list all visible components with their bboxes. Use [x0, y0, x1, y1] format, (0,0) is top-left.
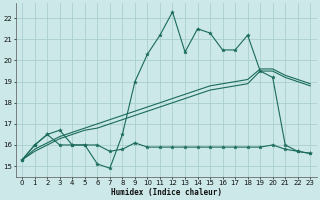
X-axis label: Humidex (Indice chaleur): Humidex (Indice chaleur) — [111, 188, 222, 197]
